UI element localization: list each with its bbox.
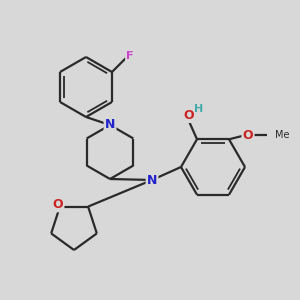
Text: O: O [184,109,194,122]
Text: N: N [105,118,115,131]
Text: N: N [147,173,157,187]
Text: O: O [52,198,63,211]
Text: F: F [126,51,134,61]
Text: Me: Me [275,130,290,140]
Text: H: H [194,104,204,114]
Text: O: O [243,129,253,142]
